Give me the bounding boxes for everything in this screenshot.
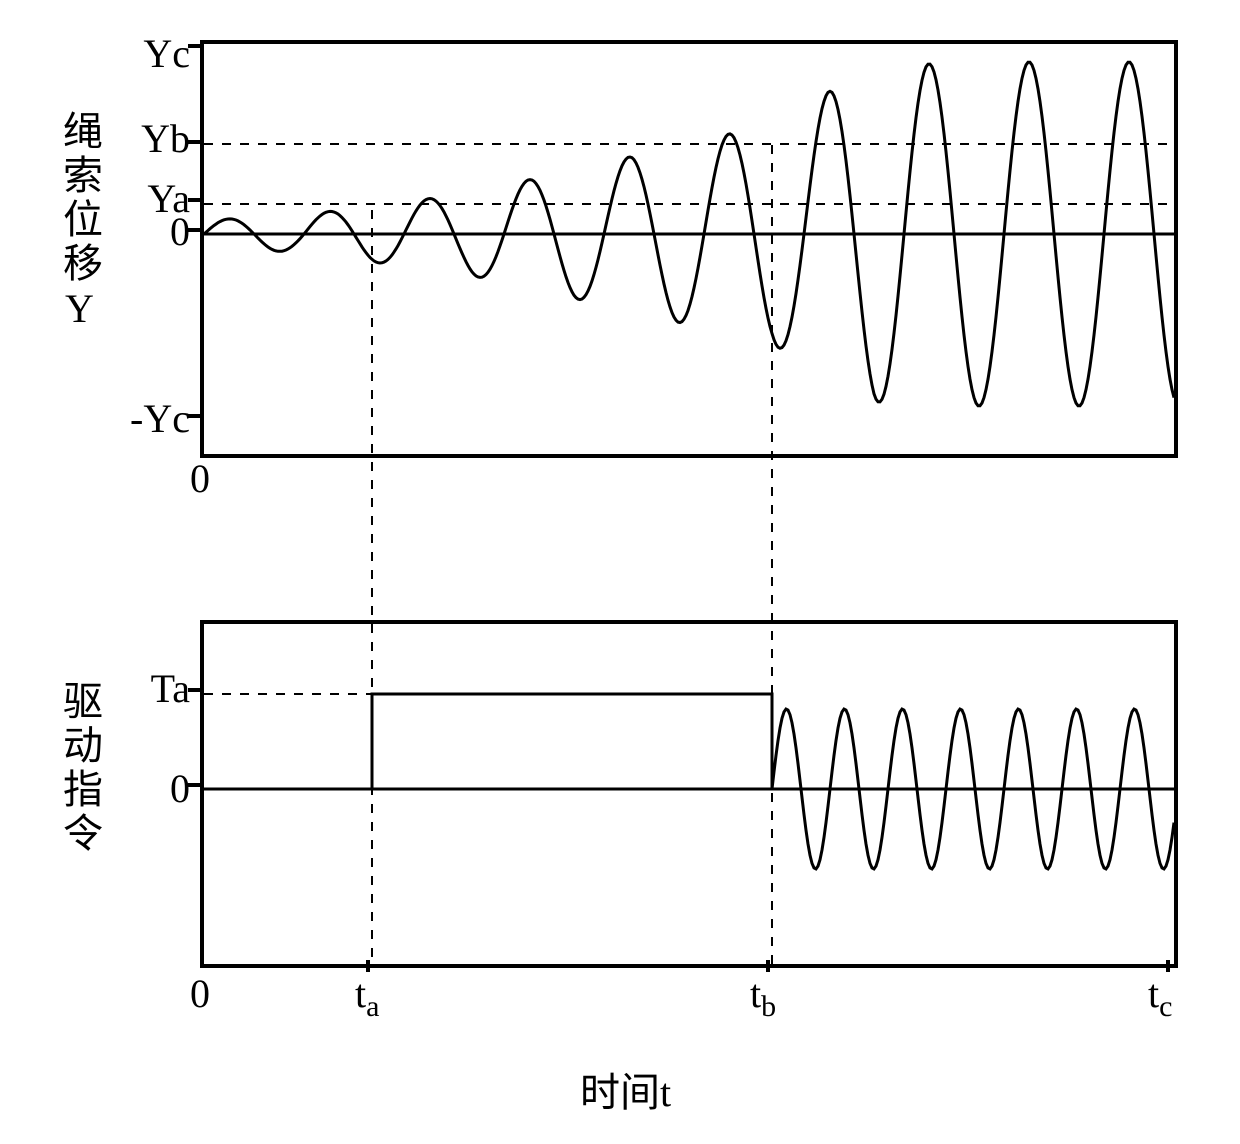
figure-root: 绳索位移Y 驱动指令 时间t Yc Yb Ya 0 -Yc 0 Ta 0 0 t… <box>30 30 1210 1114</box>
ylabel-top: 绳索位移Y <box>50 110 108 335</box>
ylabel-bottom-text: 驱动指令 <box>57 680 102 856</box>
ytick-0: 0 <box>170 208 190 255</box>
xtick-ta: ta <box>355 970 379 1024</box>
tick-0t <box>188 228 200 232</box>
tick-mYc <box>188 414 200 418</box>
tick-Yb <box>188 140 200 144</box>
tick-Yc <box>188 44 200 48</box>
top-chart-svg <box>204 44 1174 454</box>
ytick-0b: 0 <box>170 765 190 812</box>
xlabel-text: 时间t <box>580 1070 671 1115</box>
tick-0b <box>188 783 200 787</box>
xtick-tb: tb <box>750 970 776 1024</box>
xorigin-top: 0 <box>190 455 210 502</box>
ylabel-top-text: 绳索位移Y <box>57 110 102 335</box>
bottom-chart <box>200 620 1178 968</box>
top-chart <box>200 40 1178 458</box>
tick-Ta <box>188 688 200 692</box>
ytick-Yc: Yc <box>143 30 190 77</box>
xtick-0: 0 <box>190 970 210 1017</box>
xtick-tc: tc <box>1148 970 1172 1024</box>
xlabel: 时间t <box>580 1060 671 1118</box>
bottom-chart-svg <box>204 624 1174 964</box>
ytick-mYc: -Yc <box>130 395 190 442</box>
ytick-Yb: Yb <box>141 115 190 162</box>
ytick-Ta: Ta <box>151 665 190 712</box>
tick-Ya <box>188 198 200 202</box>
ylabel-bottom: 驱动指令 <box>50 680 108 856</box>
